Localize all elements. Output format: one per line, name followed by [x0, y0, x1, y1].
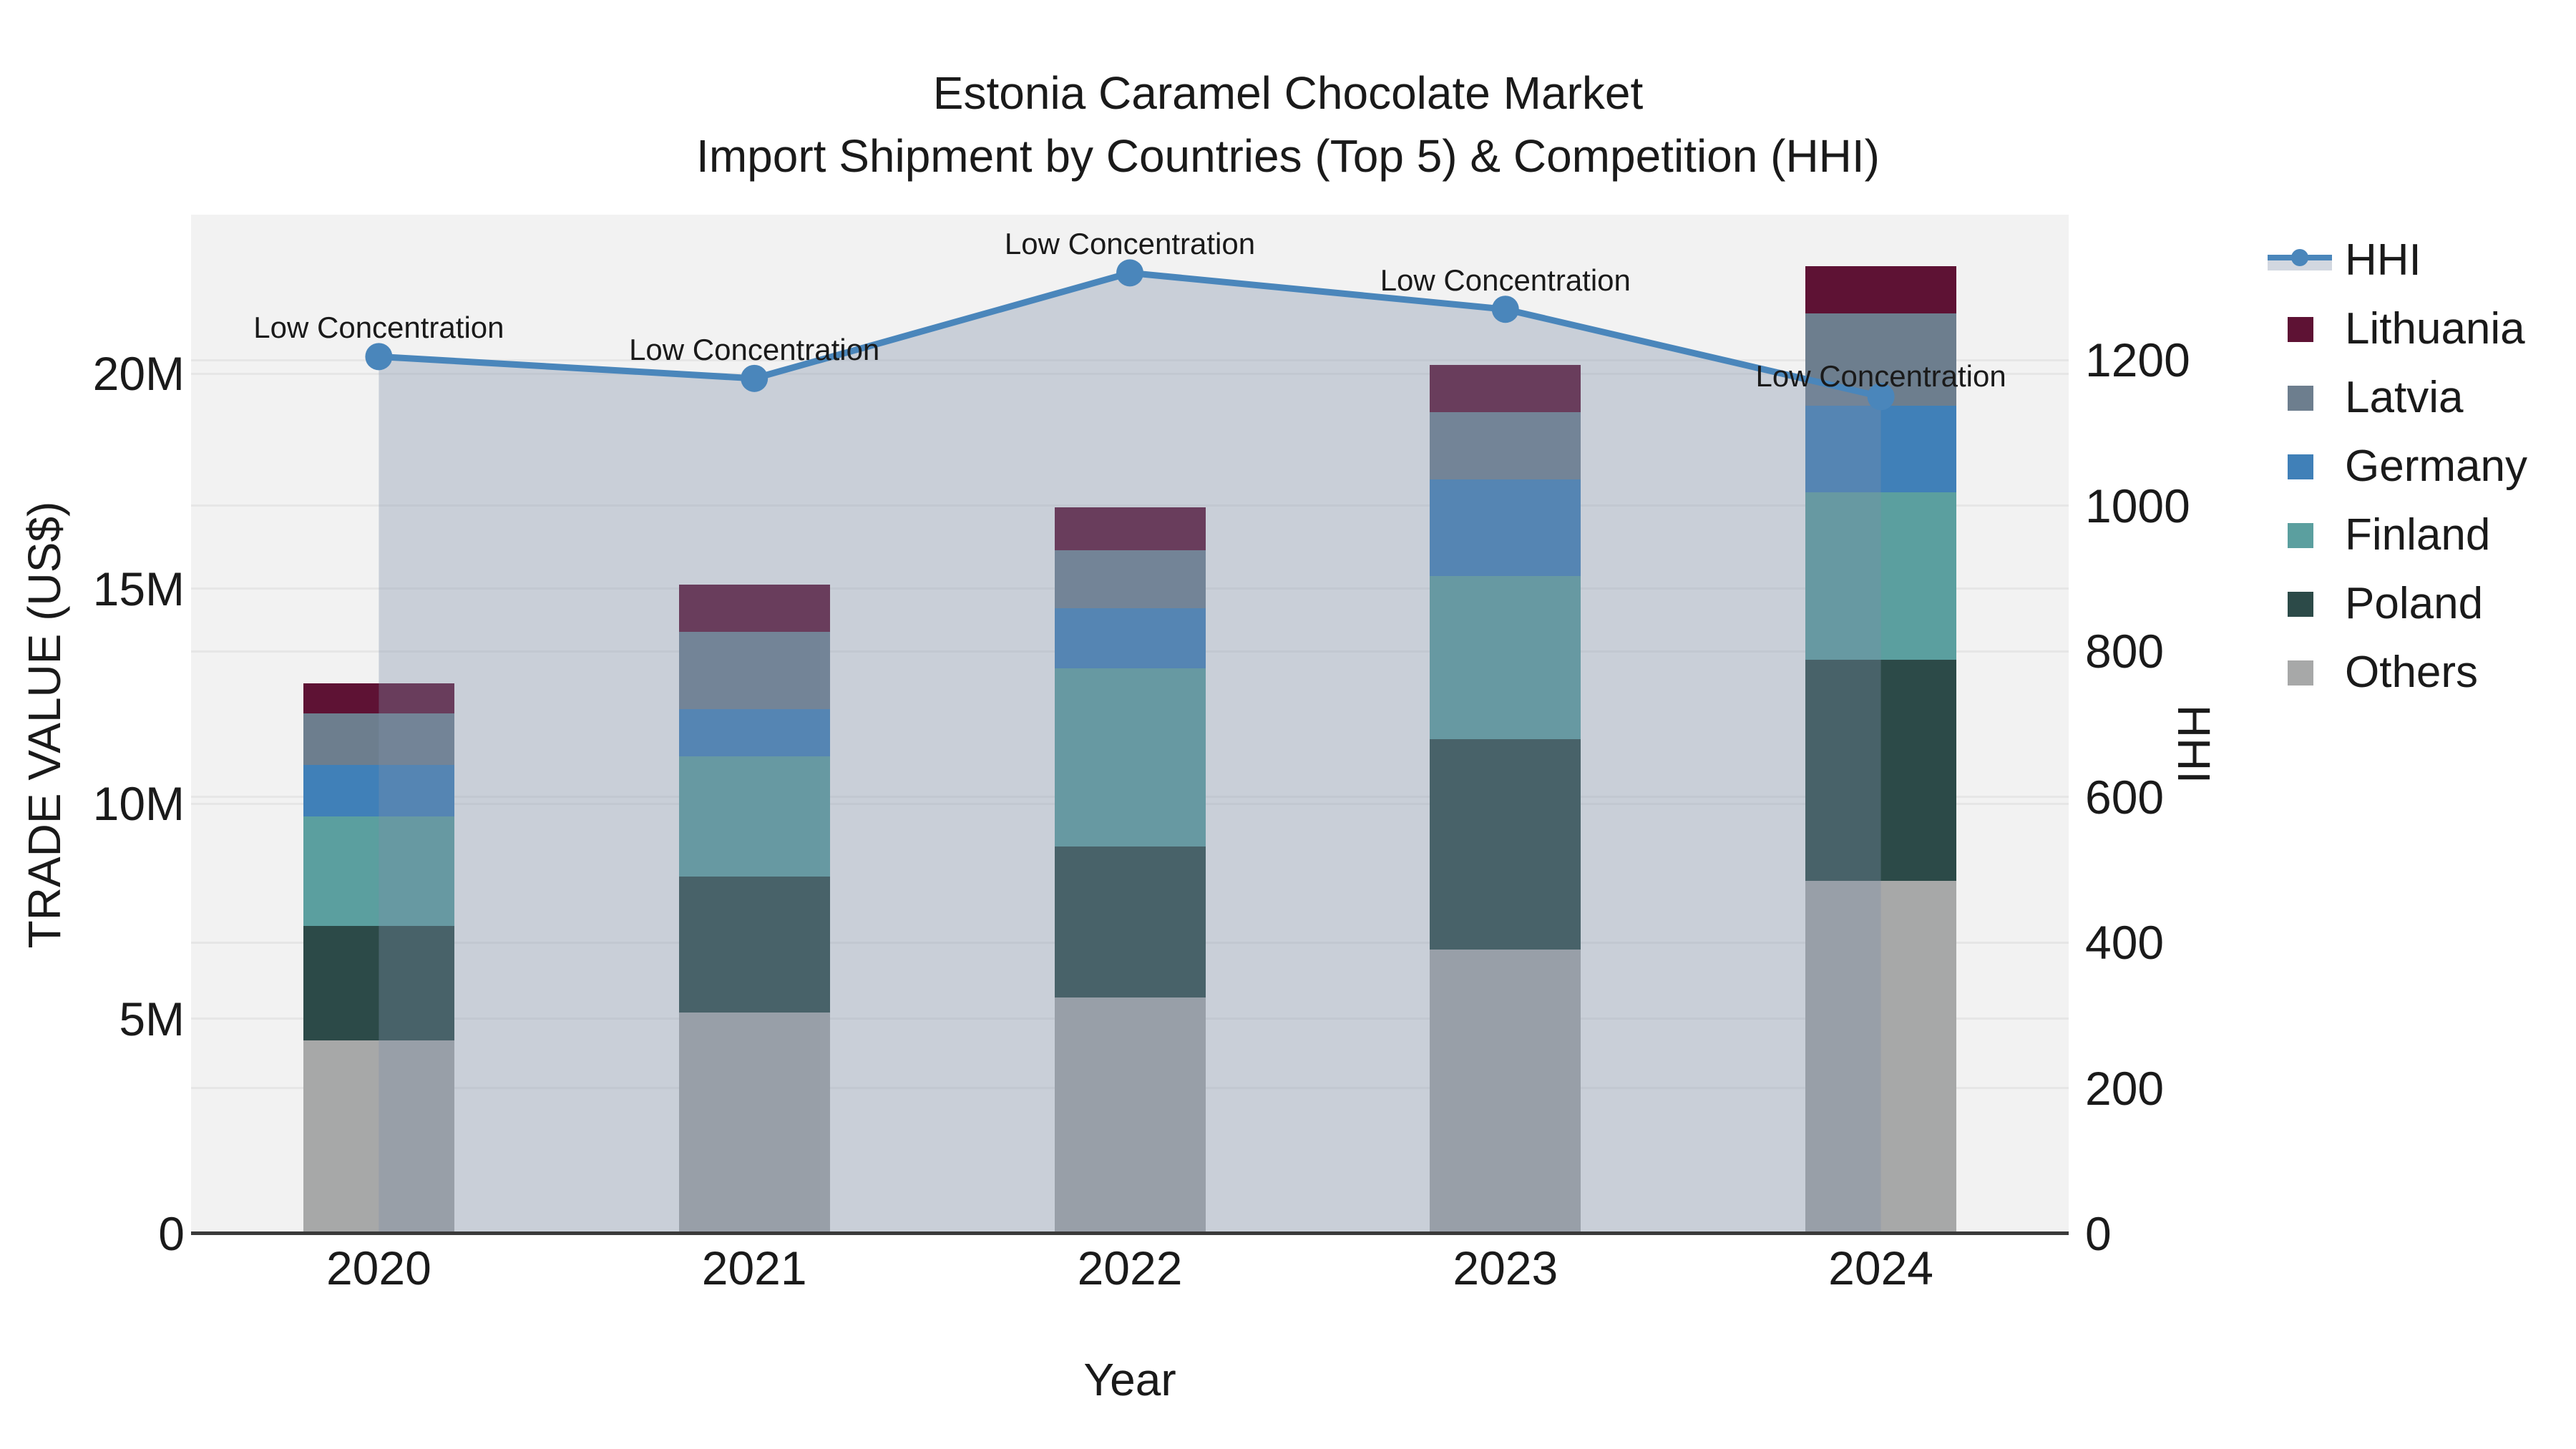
gridline-right-1000 [191, 504, 2069, 507]
gridline-right-1200 [191, 358, 2069, 361]
chart-title-line2: Import Shipment by Countries (Top 5) & C… [696, 130, 1880, 182]
legend-item-poland: Poland [2268, 570, 2527, 638]
bar-segment-lithuania-2021 [678, 584, 830, 632]
hhi-marker-2024 [1867, 383, 1895, 411]
bar-segment-lithuania-2023 [1430, 365, 1581, 413]
bar-segment-latvia-2021 [678, 631, 830, 709]
annotation-2023: Low Concentration [1380, 263, 1631, 298]
bar-segment-poland-2021 [678, 877, 830, 1013]
legend-swatch-poland [2288, 591, 2313, 617]
annotation-2024: Low Concentration [1755, 359, 2006, 394]
legend-item-latvia: Latvia [2268, 364, 2527, 432]
y-right-tick-1000: 1000 [2085, 479, 2190, 532]
bar-segment-finland-2023 [1430, 575, 1581, 740]
legend-label: Germany [2345, 441, 2527, 491]
chart-title: Estonia Caramel Chocolate Market Import … [0, 62, 2576, 187]
bar-segment-poland-2020 [303, 926, 454, 1040]
bar-segment-lithuania-2024 [1805, 266, 1957, 314]
bar-segment-others-2021 [678, 1012, 830, 1234]
x-axis-label: Year [1083, 1354, 1176, 1405]
bar-segment-germany-2022 [1054, 608, 1206, 668]
gridline-left-20M [191, 372, 2069, 375]
bar-segment-finland-2020 [303, 816, 454, 927]
hhi-marker-2021 [741, 364, 769, 392]
bar-segment-poland-2023 [1430, 739, 1581, 950]
legend-swatch-others [2288, 660, 2313, 686]
bar-segment-germany-2020 [303, 765, 454, 817]
y-right-tick-0: 0 [2085, 1207, 2112, 1260]
y-left-tick-20M: 20M [92, 347, 185, 401]
x-tick-2021: 2021 [701, 1241, 807, 1294]
x-axis-line [191, 1231, 2069, 1235]
bar-segment-others-2024 [1805, 881, 1957, 1234]
legend-label: Latvia [2345, 373, 2464, 422]
bar-segment-finland-2022 [1054, 668, 1206, 847]
bar-segment-lithuania-2022 [1054, 507, 1206, 550]
bar-segment-finland-2024 [1805, 492, 1957, 660]
legend-item-others: Others [2268, 638, 2527, 707]
x-tick-2022: 2022 [1077, 1241, 1183, 1294]
x-tick-2024: 2024 [1828, 1241, 1933, 1294]
bar-segment-latvia-2020 [303, 713, 454, 766]
y-right-tick-200: 200 [2085, 1061, 2165, 1115]
y-axis-left-label: TRADE VALUE (US$) [19, 501, 70, 949]
y-left-tick-15M: 15M [92, 562, 185, 615]
y-left-tick-0: 0 [158, 1207, 185, 1260]
annotation-2020: Low Concentration [253, 311, 504, 345]
annotation-2022: Low Concentration [1004, 227, 1256, 261]
chart-title-line1: Estonia Caramel Chocolate Market [932, 67, 1644, 119]
y-left-tick-10M: 10M [92, 777, 185, 831]
y-right-tick-600: 600 [2085, 770, 2165, 824]
legend-label: Poland [2345, 579, 2484, 628]
legend-hhi-dot [2291, 249, 2308, 266]
bar-segment-germany-2024 [1805, 406, 1957, 492]
y-left-tick-5M: 5M [119, 992, 185, 1045]
plot-area: Low Concentration Low Concentration Low Co… [191, 215, 2069, 1235]
legend-item-hhi: HHI [2268, 226, 2527, 295]
legend: HHI Lithuania Latvia Germany Finland Poland Ot… [2268, 226, 2527, 707]
legend-label: Lithuania [2345, 304, 2525, 353]
legend-swatch-finland [2288, 522, 2313, 548]
bar-segment-others-2022 [1054, 997, 1206, 1234]
y-right-tick-400: 400 [2085, 916, 2165, 970]
legend-item-germany: Germany [2268, 432, 2527, 501]
legend-swatch-latvia [2288, 385, 2313, 411]
y-right-tick-800: 800 [2085, 625, 2165, 678]
bar-segment-latvia-2022 [1054, 550, 1206, 608]
legend-item-lithuania: Lithuania [2268, 295, 2527, 364]
hhi-marker-2022 [1116, 259, 1143, 287]
legend-label: Finland [2345, 510, 2491, 560]
hhi-marker-2023 [1491, 296, 1519, 323]
bar-segment-germany-2023 [1430, 479, 1581, 576]
bar-segment-others-2020 [303, 1040, 454, 1234]
x-tick-2020: 2020 [326, 1241, 431, 1294]
legend-swatch-lithuania [2288, 316, 2313, 342]
legend-label: Others [2345, 648, 2479, 697]
bar-segment-germany-2021 [678, 708, 830, 757]
legend-label: HHI [2345, 235, 2421, 285]
bar-segment-poland-2024 [1805, 659, 1957, 882]
hhi-overlay [365, 259, 1895, 1234]
y-right-tick-1200: 1200 [2085, 333, 2190, 387]
hhi-marker-2020 [365, 343, 393, 371]
legend-item-finland: Finland [2268, 501, 2527, 570]
bar-segment-finland-2021 [678, 756, 830, 877]
bar-segment-others-2023 [1430, 950, 1581, 1234]
bar-segment-lithuania-2020 [303, 683, 454, 713]
x-tick-2023: 2023 [1453, 1241, 1558, 1294]
bar-segment-poland-2022 [1054, 847, 1206, 997]
y-axis-right-label: HHI [2168, 704, 2220, 784]
hhi-area-fill [379, 273, 1881, 1234]
legend-swatch-germany [2288, 454, 2313, 479]
bar-segment-latvia-2023 [1430, 412, 1581, 479]
legend-hhi-line-icon [2268, 245, 2332, 276]
annotation-2021: Low Concentration [629, 332, 880, 366]
